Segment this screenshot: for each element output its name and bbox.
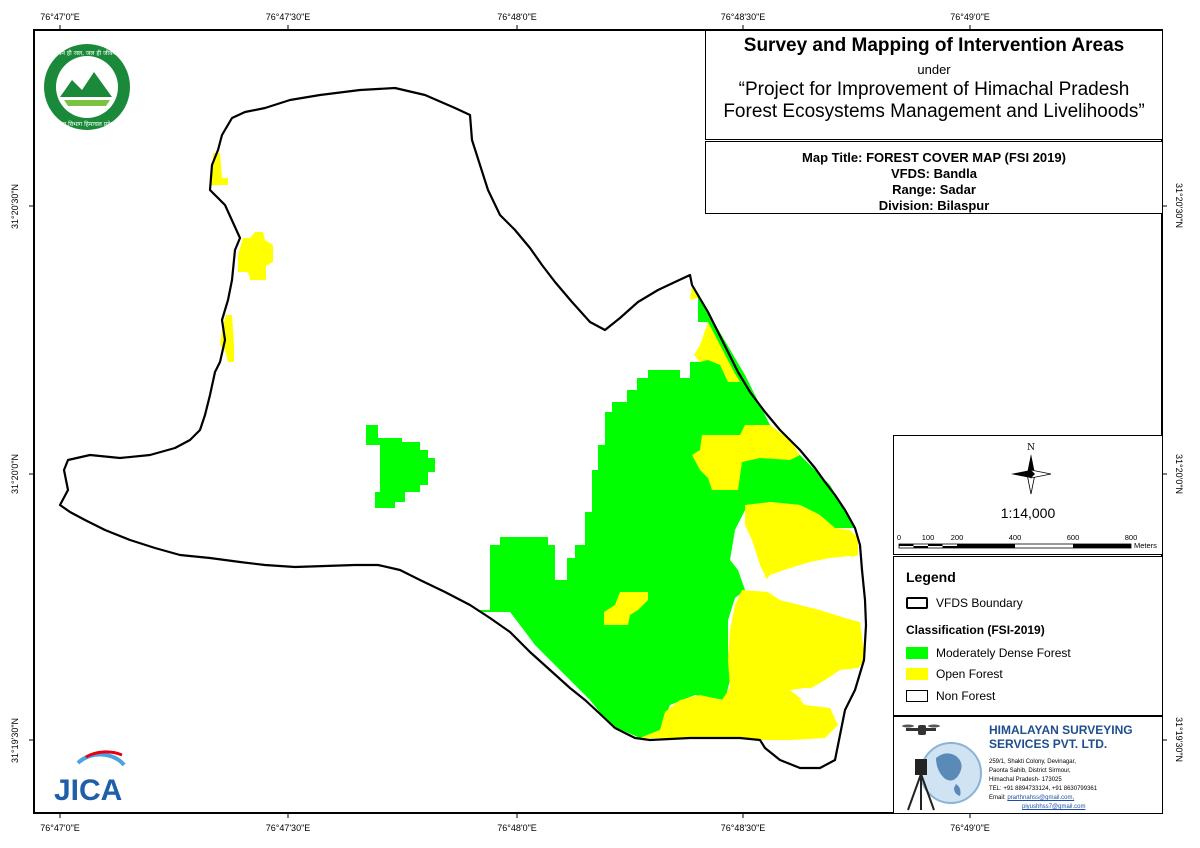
legend-boundary-label: VFDS Boundary bbox=[936, 596, 1023, 610]
open-forest-patch bbox=[694, 322, 740, 382]
non-forest-gap bbox=[790, 688, 830, 698]
north-arrow-icon bbox=[1011, 454, 1052, 495]
legend-title: Legend bbox=[906, 569, 956, 585]
jica-text: JICA bbox=[54, 774, 122, 805]
boundary-swatch bbox=[906, 597, 928, 609]
email-label: Email: bbox=[989, 795, 1008, 801]
project-title-line1: “Project for Improvement of Himachal Pra… bbox=[738, 79, 1130, 100]
north-label: N bbox=[1027, 443, 1035, 453]
bottom-tick-4: 76°48'30"E bbox=[720, 823, 766, 833]
north-scale-graphic: N 0 100 200 400 600 800 Meters bbox=[897, 443, 1157, 550]
scale-bar bbox=[898, 543, 1132, 549]
legend-item-label: Non Forest bbox=[936, 689, 996, 703]
legend-item-label: Moderately Dense Forest bbox=[936, 646, 1071, 660]
open-forest-patch bbox=[640, 590, 865, 740]
company-email-line: Email: prarthnahss@gmail.com, bbox=[989, 795, 1074, 802]
seal-text-top: वन ही जल, जल ही जीवन bbox=[58, 49, 116, 57]
range-line: Range: Sadar bbox=[892, 182, 976, 197]
title-panel: Survey and Mapping of Intervention Areas… bbox=[705, 30, 1163, 140]
map-info-panel: Map Title: FOREST COVER MAP (FSI 2019) V… bbox=[705, 141, 1163, 214]
open-forest-patch bbox=[692, 425, 800, 490]
open-forest-patch bbox=[745, 502, 858, 590]
legend-item-non-forest: Non Forest bbox=[906, 688, 995, 704]
legend-item-open-forest: Open Forest bbox=[906, 666, 1003, 682]
title-under: under bbox=[917, 62, 951, 77]
scale-label-600: 600 bbox=[1067, 533, 1080, 542]
scale-ratio: 1:14,000 bbox=[1000, 505, 1056, 521]
drone-icon bbox=[902, 724, 940, 735]
vfds-boundary bbox=[58, 86, 868, 770]
legend-item-boundary: VFDS Boundary bbox=[906, 595, 1023, 611]
legend-panel: Legend VFDS Boundary Classification (FSI… bbox=[893, 556, 1163, 716]
seal-text-bottom: वन विभाग हिमाचल प्रदेश bbox=[60, 120, 116, 128]
company-address-2: Paonta Sahib, District Sirmour, bbox=[989, 768, 1071, 774]
dense-forest-main bbox=[478, 285, 855, 738]
scale-label-100: 100 bbox=[922, 533, 935, 542]
vfds-line: VFDS: Bandla bbox=[891, 166, 977, 181]
dense-forest-swatch bbox=[906, 647, 928, 659]
top-tick-3: 76°48'0"E bbox=[497, 12, 537, 22]
scale-label-200: 200 bbox=[951, 533, 964, 542]
project-title-line2: Forest Ecosystems Management and Livelih… bbox=[723, 101, 1145, 122]
company-logo bbox=[902, 724, 982, 811]
open-forest-patch bbox=[604, 592, 648, 625]
total-station-icon bbox=[907, 759, 935, 811]
forest-department-seal-logo: वन ही जल, जल ही जीवन वन विभाग हिमाचल प्र… bbox=[44, 44, 130, 130]
open-forest-layer bbox=[210, 153, 865, 740]
scale-label-400: 400 bbox=[1009, 533, 1022, 542]
bottom-tick-2: 76°47'30"E bbox=[265, 823, 311, 833]
scale-label-800: 800 bbox=[1125, 533, 1138, 542]
company-address-3: Himachal Pradesh- 173025 bbox=[989, 777, 1062, 783]
company-address-1: 259/1, Shakti Colony, Devinagar, bbox=[989, 759, 1076, 765]
company-panel: HIMALAYAN SURVEYING SERVICES PVT. LTD. 2… bbox=[893, 716, 1163, 814]
company-phone: TEL: +91 8894733124, +91 8630799361 bbox=[989, 786, 1098, 792]
bottom-tick-1: 76°47'0"E bbox=[40, 823, 80, 833]
company-name-line1: HIMALAYAN SURVEYING bbox=[989, 723, 1133, 737]
map-frame bbox=[33, 29, 1163, 814]
bottom-tick-3: 76°48'0"E bbox=[497, 823, 537, 833]
map-main-title: Survey and Mapping of Intervention Areas bbox=[743, 35, 1125, 56]
right-tick-1: 31°20'30"N bbox=[1174, 183, 1184, 229]
company-name-line2: SERVICES PVT. LTD. bbox=[989, 737, 1108, 751]
dense-forest-patch bbox=[366, 425, 435, 508]
classification-title: Classification (FSI-2019) bbox=[906, 623, 1045, 637]
open-forest-patch bbox=[690, 285, 698, 300]
email-link-2[interactable]: piyushhss7@gmail.com bbox=[1022, 804, 1086, 810]
open-forest-patch bbox=[238, 232, 273, 280]
bottom-tick-5: 76°49'0"E bbox=[950, 823, 990, 833]
non-forest-gap bbox=[762, 556, 862, 622]
top-tick-1: 76°47'0"E bbox=[40, 12, 80, 22]
scale-unit: Meters bbox=[1134, 541, 1157, 550]
scale-panel: N 0 100 200 400 600 800 Meters 1:14,000 bbox=[893, 435, 1163, 555]
right-tick-3: 31°19'30"N bbox=[1174, 717, 1184, 763]
globe-icon bbox=[920, 742, 982, 804]
top-tick-4: 76°48'30"E bbox=[720, 12, 766, 22]
company-name: HIMALAYAN SURVEYING SERVICES PVT. LTD. bbox=[989, 723, 1133, 751]
legend-item-label: Open Forest bbox=[936, 667, 1003, 681]
email-link-1[interactable]: prarthnahss@gmail.com, bbox=[1007, 795, 1075, 801]
open-forest-swatch bbox=[906, 668, 928, 680]
top-tick-2: 76°47'30"E bbox=[265, 12, 311, 22]
division-line: Division: Bilaspur bbox=[878, 198, 990, 213]
non-forest-swatch bbox=[906, 690, 928, 702]
map-title-line: Map Title: FOREST COVER MAP (FSI 2019) bbox=[802, 150, 1066, 165]
jica-logo: JICA bbox=[54, 750, 126, 805]
scale-label-0: 0 bbox=[897, 533, 901, 542]
right-tick-2: 31°20'0"N bbox=[1174, 453, 1184, 495]
legend-item-dense-forest: Moderately Dense Forest bbox=[906, 645, 1071, 661]
top-tick-5: 76°49'0"E bbox=[950, 12, 990, 22]
